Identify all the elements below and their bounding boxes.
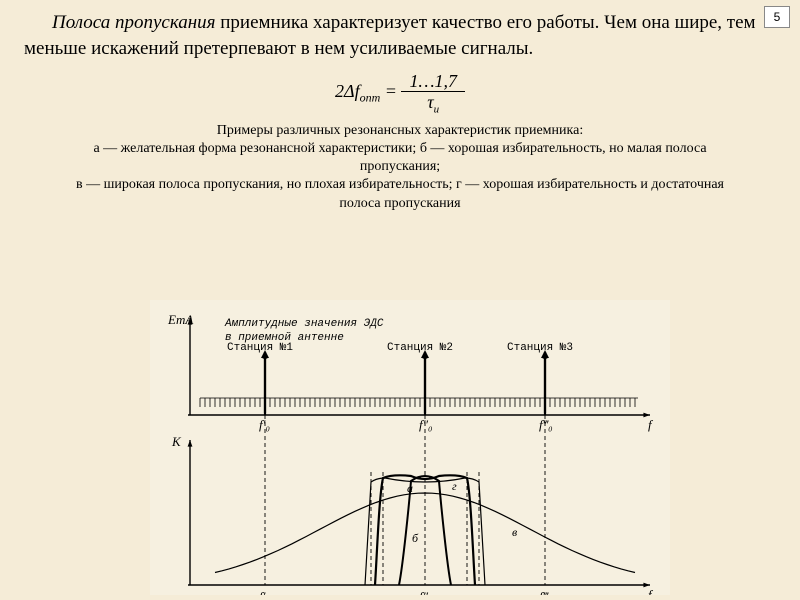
svg-text:f′₀: f′₀: [259, 589, 270, 595]
svg-text:f′₀: f′₀: [259, 417, 270, 432]
svg-text:Станция №2: Станция №2: [387, 342, 453, 354]
caption-a: а — желательная форма резонансной характ…: [93, 141, 419, 156]
intro-emphasis: Полоса пропускания: [52, 12, 216, 33]
figure-container: EmAfАмплитудные значения ЭДСв приемной а…: [150, 300, 670, 595]
formula: 2Δfопт = 1…1,7 τи: [24, 71, 776, 116]
caption-c: в — широкая полоса пропускания, но плоха…: [76, 177, 456, 192]
svg-text:EmA: EmA: [167, 312, 193, 327]
svg-text:K: K: [171, 434, 182, 449]
formula-lhs: 2Δfопт =: [335, 81, 401, 101]
svg-text:f″₀: f″₀: [419, 589, 433, 595]
intro-paragraph: Полоса пропускания приемника характеризу…: [24, 10, 768, 61]
formula-denominator: τи: [419, 92, 447, 112]
svg-text:f: f: [648, 417, 654, 432]
svg-text:Станция №1: Станция №1: [227, 342, 293, 354]
caption-title: Примеры различных резонансных характерис…: [217, 123, 583, 138]
figure-svg: EmAfАмплитудные значения ЭДСв приемной а…: [150, 300, 670, 595]
formula-numerator: 1…1,7: [401, 71, 465, 92]
figure-caption: Примеры различных резонансных характерис…: [64, 122, 736, 213]
svg-text:f‴₀: f‴₀: [539, 417, 553, 432]
svg-text:Амплитудные значения ЭДС: Амплитудные значения ЭДС: [224, 318, 384, 330]
svg-text:в: в: [512, 525, 517, 539]
svg-text:Станция №3: Станция №3: [507, 342, 573, 354]
svg-text:f: f: [648, 587, 654, 595]
svg-text:г: г: [452, 479, 457, 493]
formula-fraction: 1…1,7 τи: [401, 71, 465, 116]
svg-text:б: б: [412, 531, 419, 545]
svg-text:f″₀: f″₀: [419, 417, 433, 432]
svg-text:f‴₀: f‴₀: [539, 589, 553, 595]
page-root: 5 Полоса пропускания приемника характери…: [0, 0, 800, 600]
page-number: 5: [764, 6, 790, 28]
